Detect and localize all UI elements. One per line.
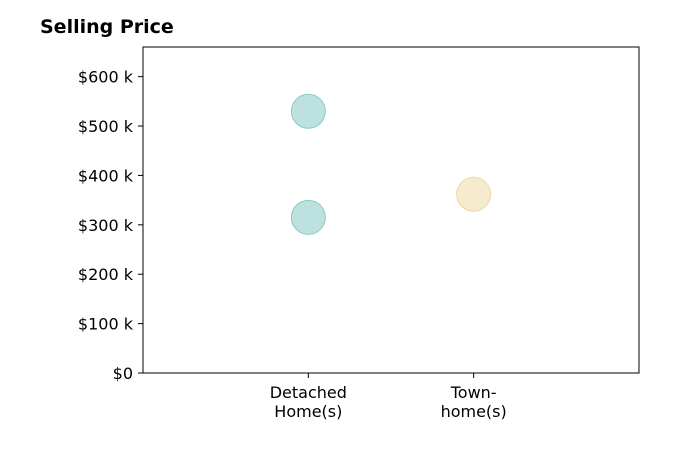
plot-area-frame xyxy=(142,46,640,374)
y-tick-label: $300 k xyxy=(78,216,134,235)
x-tick-label-line: Detached xyxy=(270,383,347,402)
x-tick-label-line: home(s) xyxy=(441,402,507,421)
y-tick-label: $400 k xyxy=(78,166,134,185)
y-tick-label: $200 k xyxy=(78,265,134,284)
data-point xyxy=(290,199,326,235)
data-point xyxy=(290,93,326,129)
y-tick-label: $500 k xyxy=(78,117,134,136)
x-tick-label: Town-home(s) xyxy=(441,383,507,421)
y-axis: $0 $100 k $200 k $300 k $400 k $500 k $600 k xyxy=(78,68,143,383)
x-tick-label: Detached Home(s) xyxy=(270,383,347,421)
data-points xyxy=(290,93,492,235)
chart-title: Selling Price xyxy=(40,16,174,38)
y-tick-label: $600 k xyxy=(78,68,134,87)
data-point xyxy=(456,176,492,212)
x-tick-label-line: Town- xyxy=(450,383,497,402)
y-tick-label: $100 k xyxy=(78,315,134,334)
y-tick-label: $0 xyxy=(113,364,133,383)
x-axis: Detached Home(s) Town-home(s) xyxy=(270,373,507,421)
x-tick-label-line: Home(s) xyxy=(274,402,342,421)
